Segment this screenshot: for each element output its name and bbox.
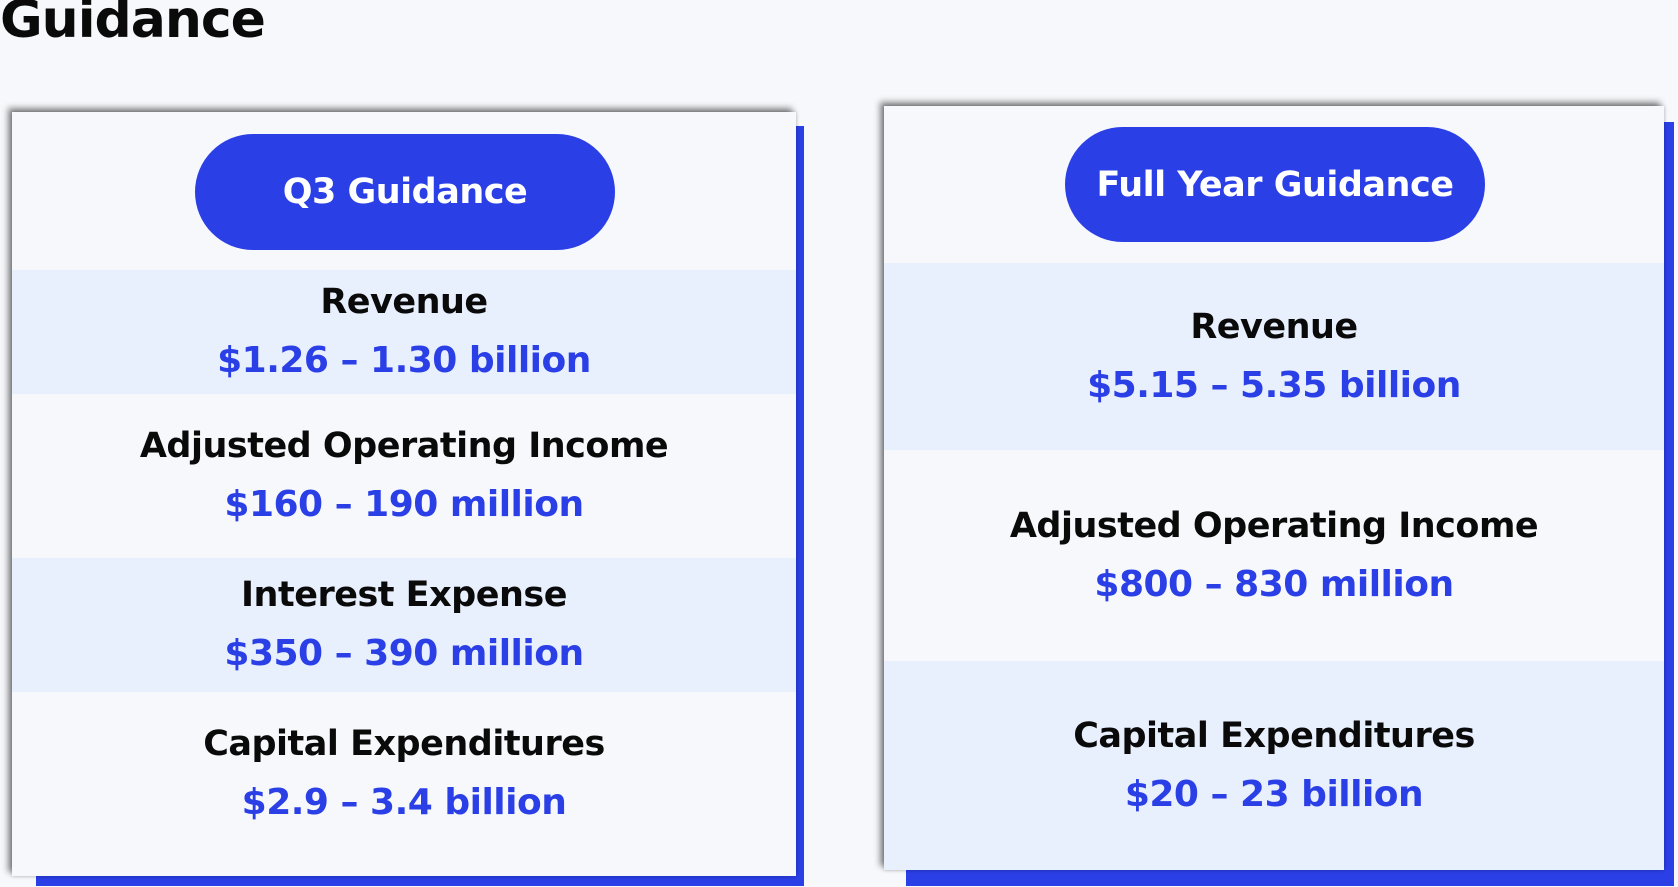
q3-guidance-card: Q3 Guidance Revenue $1.26 – 1.30 billion… [12,112,796,876]
full-year-aoi-label: Adjusted Operating Income [1009,505,1539,546]
q3-revenue-value: $1.26 – 1.30 billion [217,340,591,382]
q3-capex-value: $2.9 – 3.4 billion [241,782,567,824]
q3-row-interest-expense: Interest Expense $350 – 390 million [12,558,796,692]
q3-capex-label: Capital Expenditures [203,724,605,765]
full-year-row-revenue: Revenue $5.15 – 5.35 billion [884,263,1664,450]
q3-row-capital-expenditures: Capital Expenditures $2.9 – 3.4 billion [12,692,796,856]
full-year-guidance-card: Full Year Guidance Revenue $5.15 – 5.35 … [884,106,1664,870]
q3-guidance-header: Q3 Guidance [195,134,615,250]
q3-interest-label: Interest Expense [241,575,567,616]
q3-guidance-header-label: Q3 Guidance [282,172,528,212]
q3-aoi-label: Adjusted Operating Income [139,426,669,467]
full-year-guidance-header: Full Year Guidance [1065,127,1485,242]
full-year-guidance-header-label: Full Year Guidance [1096,164,1454,205]
full-year-revenue-value: $5.15 – 5.35 billion [1087,364,1461,406]
q3-row-adjusted-operating-income: Adjusted Operating Income $160 – 190 mil… [12,394,796,558]
full-year-row-capital-expenditures: Capital Expenditures $20 – 23 billion [884,661,1664,870]
full-year-capex-label: Capital Expenditures [1073,715,1475,756]
q3-interest-value: $350 – 390 million [224,633,584,675]
full-year-capex-value: $20 – 23 billion [1124,773,1424,815]
full-year-row-adjusted-operating-income: Adjusted Operating Income $800 – 830 mil… [884,450,1664,661]
page-title: Guidance [0,0,266,50]
q3-aoi-value: $160 – 190 million [224,484,584,526]
q3-revenue-label: Revenue [320,282,488,323]
full-year-aoi-value: $800 – 830 million [1094,563,1454,605]
full-year-revenue-label: Revenue [1190,306,1358,347]
q3-row-revenue: Revenue $1.26 – 1.30 billion [12,270,796,394]
